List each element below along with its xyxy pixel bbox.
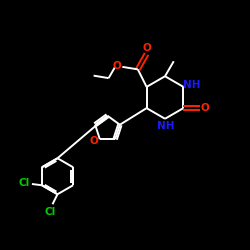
Text: O: O	[142, 44, 151, 54]
Text: O: O	[90, 136, 99, 145]
Text: NH: NH	[158, 121, 175, 131]
Text: NH: NH	[183, 80, 200, 90]
Text: Cl: Cl	[44, 207, 56, 217]
Text: Cl: Cl	[19, 178, 30, 188]
Text: O: O	[112, 61, 121, 71]
Text: O: O	[201, 103, 209, 113]
